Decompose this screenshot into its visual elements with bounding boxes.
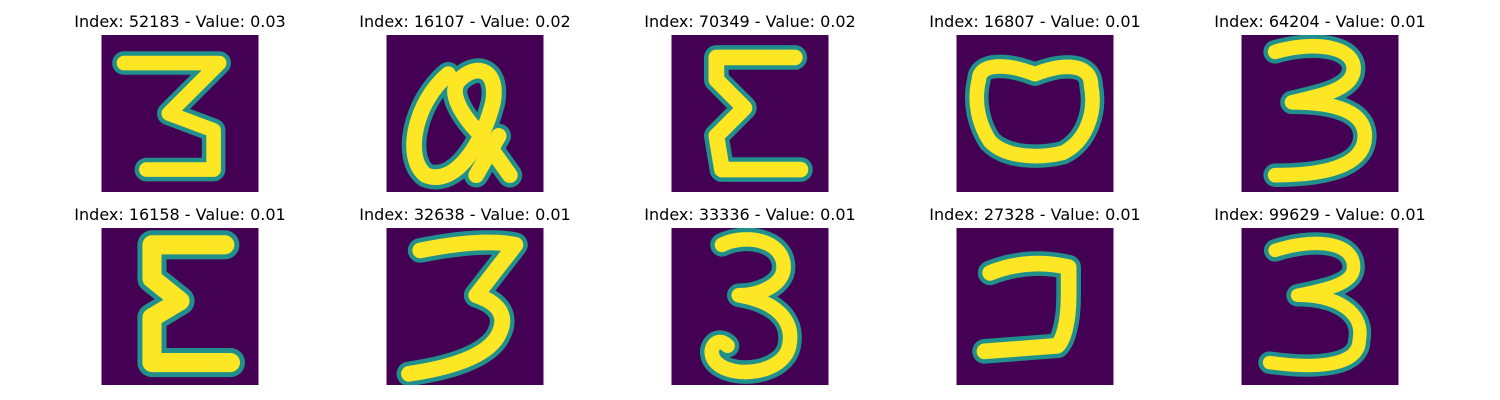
tile-cell: Index: 52183 - Value: 0.03: [30, 0, 330, 192]
digit-image: [101, 228, 259, 385]
digit-image: [386, 35, 544, 192]
tile-caption: Index: 52183 - Value: 0.03: [74, 12, 286, 31]
tile-caption: Index: 64204 - Value: 0.01: [1214, 12, 1426, 31]
tile-caption: Index: 99629 - Value: 0.01: [1214, 205, 1426, 224]
tile-cell: Index: 99629 - Value: 0.01: [1170, 193, 1470, 385]
digit-image: [956, 228, 1114, 385]
digit-image: [671, 35, 829, 192]
tile-cell: Index: 16107 - Value: 0.02: [315, 0, 615, 192]
tile-caption: Index: 27328 - Value: 0.01: [929, 205, 1141, 224]
digit-image: [101, 35, 259, 192]
tile-cell: Index: 70349 - Value: 0.02: [600, 0, 900, 192]
tile-cell: Index: 33336 - Value: 0.01: [600, 193, 900, 385]
tile-cell: Index: 16807 - Value: 0.01: [885, 0, 1185, 192]
digit-image: [671, 228, 829, 385]
tile-cell: Index: 64204 - Value: 0.01: [1170, 0, 1470, 192]
digit-image: [1241, 228, 1399, 385]
tile-cell: Index: 16158 - Value: 0.01: [30, 193, 330, 385]
tile-caption: Index: 70349 - Value: 0.02: [644, 12, 856, 31]
tile-caption: Index: 16807 - Value: 0.01: [929, 12, 1141, 31]
tile-cell: Index: 32638 - Value: 0.01: [315, 193, 615, 385]
tile-caption: Index: 33336 - Value: 0.01: [644, 205, 856, 224]
tile-caption: Index: 16107 - Value: 0.02: [359, 12, 571, 31]
tile-caption: Index: 16158 - Value: 0.01: [74, 205, 286, 224]
tile-caption: Index: 32638 - Value: 0.01: [359, 205, 571, 224]
digit-image: [956, 35, 1114, 192]
tile-cell: Index: 27328 - Value: 0.01: [885, 193, 1185, 385]
digit-image: [1241, 35, 1399, 192]
digit-image: [386, 228, 544, 385]
